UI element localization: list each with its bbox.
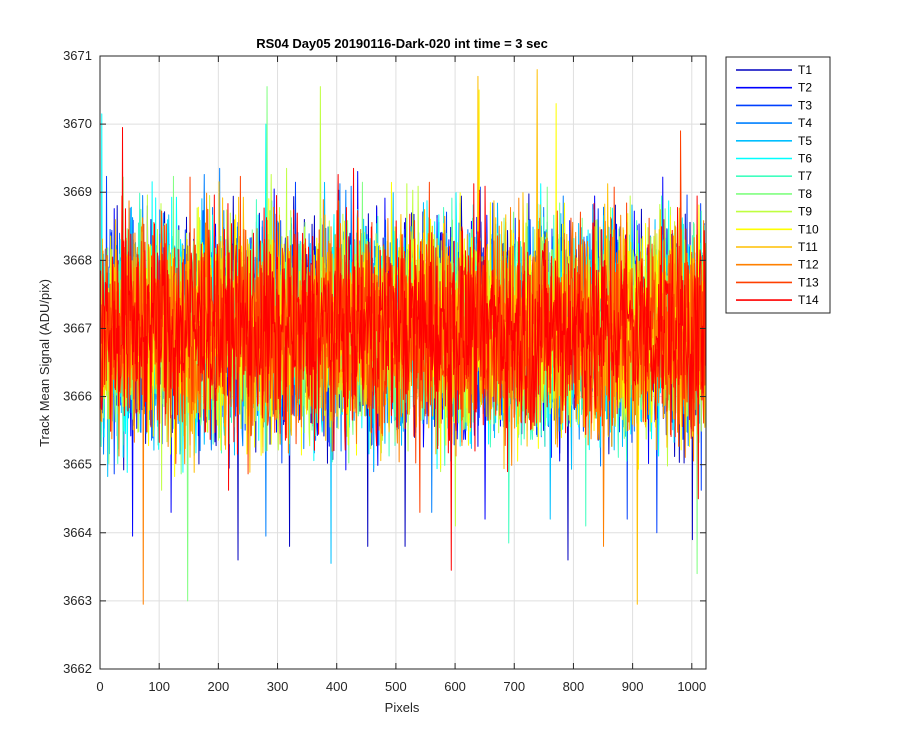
x-tick-label: 400 xyxy=(326,679,348,694)
y-tick-label: 3667 xyxy=(63,320,92,335)
x-tick-label: 900 xyxy=(622,679,644,694)
x-tick-label: 800 xyxy=(563,679,585,694)
y-axis-label: Track Mean Signal (ADU/pix) xyxy=(37,279,52,447)
chart-title: RS04 Day05 20190116-Dark-020 int time = … xyxy=(256,36,548,51)
y-tick-label: 3662 xyxy=(63,661,92,676)
y-tick-label: 3670 xyxy=(63,116,92,131)
y-tick-label: 3663 xyxy=(63,593,92,608)
legend-label-t12: T12 xyxy=(798,258,819,272)
x-tick-label: 100 xyxy=(148,679,170,694)
plot-area: 0 100 200 300 400 500 600 700 800 900 1000 3662366… xyxy=(63,48,707,694)
legend-label-t2: T2 xyxy=(798,81,812,95)
legend-label-t4: T4 xyxy=(798,116,812,130)
legend-label-t8: T8 xyxy=(798,187,812,201)
series-line-t14 xyxy=(99,127,707,571)
legend-label-t13: T13 xyxy=(798,275,819,289)
legend-label-t7: T7 xyxy=(798,169,812,183)
legend-label-t11: T11 xyxy=(798,240,818,254)
y-tick-label: 3668 xyxy=(63,252,92,267)
x-axis-ticks: 0 100 200 300 400 500 600 700 800 900 1000 xyxy=(96,56,706,694)
y-tick-label: 3664 xyxy=(63,525,92,540)
x-tick-label: 600 xyxy=(444,679,466,694)
x-tick-label: 0 xyxy=(96,679,103,694)
y-axis-ticks: 3662 3663 3664 3665 3666 3667 3668 3669 3670 3671 xyxy=(63,48,706,676)
x-tick-label: 500 xyxy=(385,679,407,694)
y-tick-label: 3671 xyxy=(63,48,92,63)
legend-label-t1: T1 xyxy=(798,63,812,77)
x-axis-label: Pixels xyxy=(385,700,420,715)
y-tick-label: 3669 xyxy=(63,184,92,199)
legend-entries: T1 T2 T3 T4 T5 T6 T7 T8 T9 T10 T11 T12 T13 T14 xyxy=(736,63,819,307)
legend-label-t5: T5 xyxy=(798,134,812,148)
series-lines xyxy=(99,69,707,605)
legend-label-t9: T9 xyxy=(798,205,812,219)
legend-label-t14: T14 xyxy=(798,293,819,307)
x-tick-label: 300 xyxy=(267,679,289,694)
legend-label-t6: T6 xyxy=(798,152,812,166)
legend: T1 T2 T3 T4 T5 T6 T7 T8 T9 T10 T11 T12 T13 T14 xyxy=(725,56,831,314)
legend-label-t10: T10 xyxy=(798,222,819,236)
x-tick-label: 700 xyxy=(503,679,525,694)
y-tick-label: 3665 xyxy=(63,457,92,472)
legend-box xyxy=(725,56,831,314)
x-tick-label: 200 xyxy=(208,679,230,694)
y-tick-label: 3666 xyxy=(63,389,92,404)
axes-box xyxy=(99,55,707,670)
x-tick-label: 1000 xyxy=(677,679,706,694)
legend-label-t3: T3 xyxy=(798,98,812,112)
